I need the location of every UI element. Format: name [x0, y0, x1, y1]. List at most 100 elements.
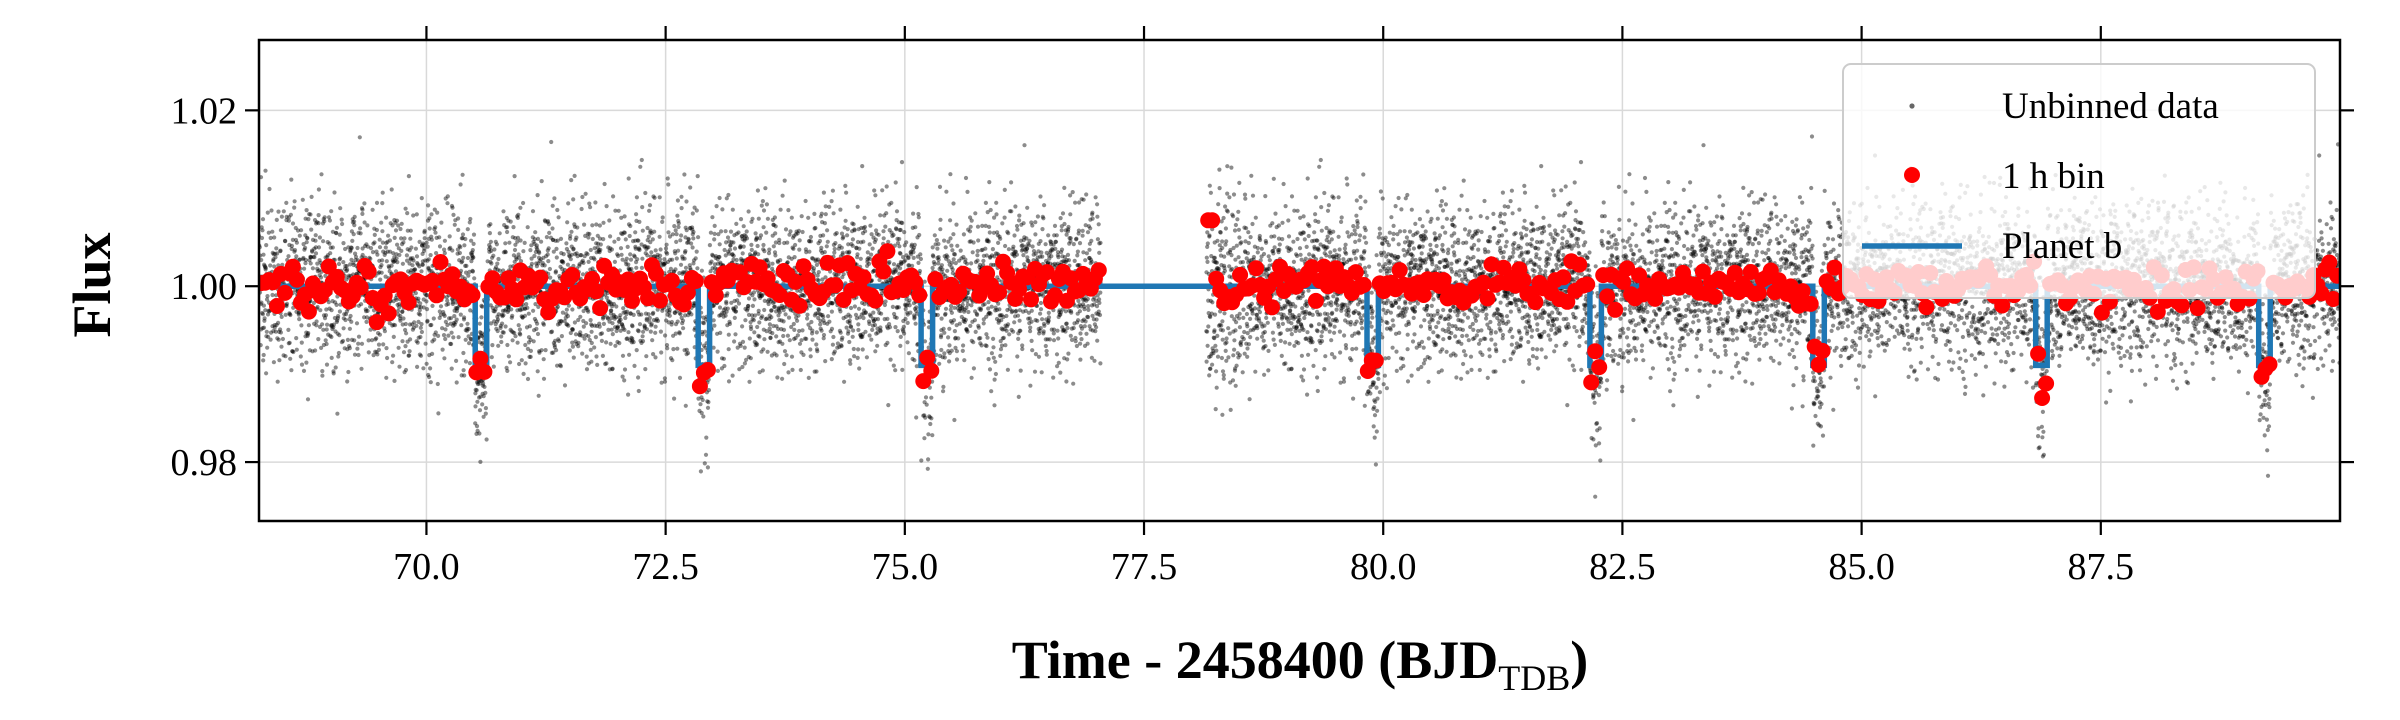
unbinned-point: [405, 211, 410, 216]
unbinned-point: [750, 303, 756, 308]
unbinned-point: [271, 258, 276, 263]
unbinned-point: [272, 235, 277, 240]
unbinned-point: [398, 313, 403, 319]
unbinned-point: [1205, 259, 1210, 264]
unbinned-point: [636, 238, 641, 243]
unbinned-point: [391, 299, 396, 304]
unbinned-point: [1039, 370, 1044, 375]
unbinned-point: [479, 331, 484, 336]
unbinned-point: [984, 343, 989, 349]
unbinned-point: [309, 227, 314, 232]
unbinned-point: [421, 297, 426, 302]
unbinned-point: [947, 326, 952, 331]
unbinned-point: [391, 259, 397, 264]
unbinned-point: [528, 354, 533, 359]
unbinned-point: [566, 201, 571, 206]
unbinned-point: [272, 323, 277, 328]
unbinned-point: [1077, 309, 1082, 314]
unbinned-point: [1205, 343, 1210, 348]
unbinned-point: [643, 190, 648, 196]
unbinned-point: [533, 230, 538, 235]
unbinned-point: [761, 242, 766, 248]
unbinned-point: [359, 302, 364, 307]
unbinned-point: [265, 210, 270, 215]
unbinned-point: [419, 196, 424, 201]
unbinned-point: [965, 329, 970, 334]
unbinned-point: [452, 322, 457, 327]
unbinned-point: [394, 256, 399, 261]
unbinned-point: [400, 261, 405, 266]
unbinned-point: [373, 349, 378, 354]
unbinned-point: [738, 343, 743, 348]
unbinned-point: [461, 255, 466, 260]
unbinned-point: [562, 383, 568, 388]
unbinned-point: [1028, 325, 1033, 330]
unbinned-point: [726, 347, 731, 352]
unbinned-point: [442, 247, 447, 252]
unbinned-point: [268, 235, 273, 241]
unbinned-point: [782, 349, 788, 354]
unbinned-point: [541, 322, 547, 327]
unbinned-point: [653, 324, 658, 329]
unbinned-point: [312, 255, 317, 260]
unbinned-point: [903, 316, 908, 322]
unbinned-point: [571, 246, 576, 251]
unbinned-point: [352, 352, 358, 357]
unbinned-point: [675, 198, 681, 203]
unbinned-point: [343, 312, 349, 317]
unbinned-point: [1060, 211, 1066, 216]
unbinned-point: [321, 342, 326, 348]
unbinned-point: [1035, 318, 1040, 323]
unbinned-point: [885, 316, 890, 321]
unbinned-point: [1056, 336, 1061, 341]
unbinned-point: [262, 318, 267, 323]
unbinned-point: [1038, 194, 1043, 199]
unbinned-point: [808, 347, 813, 352]
unbinned-point: [963, 175, 969, 181]
unbinned-point: [947, 359, 952, 364]
unbinned-point: [806, 215, 811, 220]
unbinned-point: [444, 302, 449, 307]
unbinned-point: [281, 353, 286, 358]
unbinned-point: [662, 379, 668, 384]
unbinned-point: [318, 275, 324, 280]
unbinned-point: [508, 219, 513, 224]
unbinned-point: [952, 329, 958, 334]
unbinned-point: [691, 229, 696, 235]
unbinned-point: [495, 314, 500, 319]
unbinned-point: [851, 222, 856, 227]
unbinned-point: [1030, 348, 1035, 353]
unbinned-point: [847, 318, 852, 323]
unbinned-point: [499, 334, 504, 339]
unbinned-point: [503, 249, 508, 254]
unbinned-point: [568, 257, 573, 262]
unbinned-point: [269, 208, 274, 213]
unbinned-point: [286, 254, 291, 259]
unbinned-point: [366, 338, 371, 343]
unbinned-point: [1075, 249, 1080, 254]
unbinned-point: [387, 269, 392, 274]
unbinned-point: [587, 201, 592, 206]
unbinned-point: [398, 226, 403, 232]
unbinned-point: [316, 187, 321, 192]
unbinned-point: [951, 318, 957, 323]
unbinned-point: [288, 312, 293, 318]
unbinned-point: [903, 258, 908, 263]
unbinned-point: [808, 303, 813, 308]
unbinned-point: [862, 224, 868, 230]
unbinned-point: [541, 376, 547, 381]
unbinned-point: [470, 268, 475, 273]
unbinned-point: [844, 325, 849, 330]
unbinned-point: [969, 261, 974, 266]
unbinned-point: [329, 324, 334, 329]
unbinned-point: [424, 293, 429, 298]
unbinned-point: [564, 307, 569, 312]
unbinned-point: [1094, 325, 1099, 330]
unbinned-point: [406, 269, 411, 274]
unbinned-point: [881, 229, 886, 234]
unbinned-point: [746, 209, 751, 214]
unbinned-point: [473, 387, 478, 392]
unbinned-point: [971, 340, 976, 345]
unbinned-point: [532, 253, 537, 259]
unbinned-point: [356, 334, 362, 339]
